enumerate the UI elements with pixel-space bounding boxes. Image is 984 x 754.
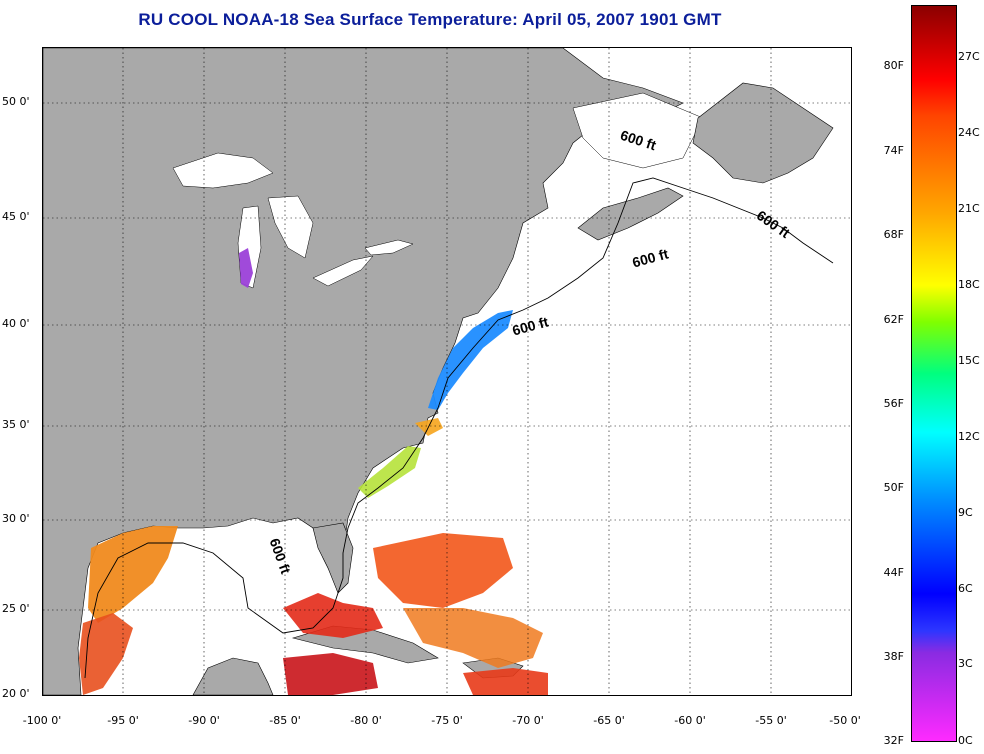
colorbar-c-12: 12C — [958, 430, 980, 443]
colorbar-c-21: 21C — [958, 202, 980, 215]
lon-label-80: -80 0' — [350, 714, 382, 727]
sst-gulf-west — [88, 526, 178, 623]
lon-label-85: -85 0' — [269, 714, 301, 727]
colorbar-f-74: 74F — [883, 144, 904, 157]
lake-erie — [312, 255, 374, 287]
sst-mid-atlantic — [428, 310, 513, 410]
sst-gulf-southwest — [79, 613, 133, 695]
map-canvas — [43, 48, 851, 695]
colorbar-c-0: 0C — [958, 734, 973, 747]
colorbar-c-6: 6C — [958, 582, 973, 595]
lat-label-30: 30 0' — [2, 512, 30, 525]
sst-map — [42, 47, 852, 696]
lon-label-75: -75 0' — [431, 714, 463, 727]
lake-huron — [267, 195, 314, 259]
lat-label-35: 35 0' — [2, 418, 30, 431]
sst-bahamas — [373, 533, 513, 608]
colorbar-f-38: 38F — [883, 650, 904, 663]
lon-label-90: -90 0' — [188, 714, 220, 727]
lat-label-25: 25 0' — [2, 602, 30, 615]
colorbar-f-62: 62F — [883, 313, 904, 326]
lat-label-45: 45 0' — [2, 210, 30, 223]
lon-label-50: -50 0' — [829, 714, 861, 727]
land-newfoundland — [692, 82, 834, 184]
sst-caribbean — [283, 653, 378, 695]
temperature-colorbar — [911, 5, 957, 742]
colorbar-c-18: 18C — [958, 278, 980, 291]
sst-caribbean-east — [463, 668, 548, 695]
colorbar-c-15: 15C — [958, 354, 980, 367]
land-yucatan — [192, 657, 274, 695]
isobath-600ft — [84, 177, 834, 679]
colorbar-c-24: 24C — [958, 126, 980, 139]
colorbar-c-9: 9C — [958, 506, 973, 519]
lon-label-65: -65 0' — [593, 714, 625, 727]
colorbar-c-27: 27C — [958, 50, 980, 63]
land-north-america — [43, 48, 684, 695]
lat-label-50: 50 0' — [2, 95, 30, 108]
colorbar-c-3: 3C — [958, 657, 973, 670]
colorbar-f-50: 50F — [883, 481, 904, 494]
land-nova-scotia — [577, 187, 684, 241]
lat-label-40: 40 0' — [2, 317, 30, 330]
sst-lake-michigan — [239, 248, 253, 288]
gulf-st-lawrence — [572, 92, 704, 169]
sst-carolina-shelf — [358, 446, 421, 498]
lon-label-95: -95 0' — [107, 714, 139, 727]
lon-label-55: -55 0' — [755, 714, 787, 727]
sst-south-atlantic — [403, 608, 543, 668]
sst-florida-straits — [283, 593, 383, 638]
lon-label-60: -60 0' — [674, 714, 706, 727]
lake-superior — [172, 152, 274, 189]
colorbar-f-32: 32F — [883, 734, 904, 747]
lake-ontario — [364, 239, 414, 256]
lon-label-70: -70 0' — [512, 714, 544, 727]
colorbar-f-68: 68F — [883, 228, 904, 241]
colorbar-f-80: 80F — [883, 59, 904, 72]
lon-label-100: -100 0' — [22, 714, 62, 727]
colorbar-f-56: 56F — [883, 397, 904, 410]
map-title: RU COOL NOAA-18 Sea Surface Temperature:… — [138, 10, 722, 29]
colorbar-f-44: 44F — [883, 566, 904, 579]
lat-label-20: 20 0' — [2, 687, 30, 700]
